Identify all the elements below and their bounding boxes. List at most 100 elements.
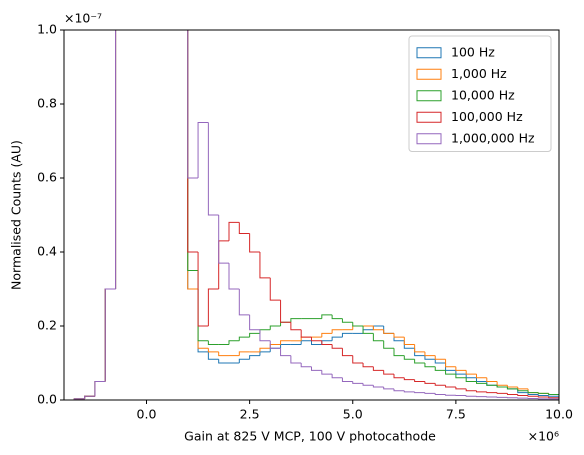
histogram-step xyxy=(321,340,333,345)
histogram-step xyxy=(506,385,518,388)
histogram-step xyxy=(548,393,559,400)
histogram-step xyxy=(218,351,229,357)
histogram-step xyxy=(455,370,467,375)
histogram-step xyxy=(362,329,374,334)
x-tick-label: 10.0 xyxy=(545,407,573,422)
histogram-step xyxy=(115,30,117,289)
histogram-step xyxy=(269,325,281,330)
axes-frame xyxy=(63,29,560,401)
histogram-step xyxy=(238,358,250,363)
legend-swatch xyxy=(416,133,442,145)
histogram-step xyxy=(383,329,394,334)
histogram-step xyxy=(115,30,117,289)
histogram-step xyxy=(424,351,436,357)
histogram-step xyxy=(249,332,260,338)
x-multiplier: ×10⁶ xyxy=(528,429,559,444)
histogram-step xyxy=(238,351,250,356)
histogram-step xyxy=(115,30,117,289)
histogram-step xyxy=(434,359,446,364)
histogram-step xyxy=(393,388,405,392)
histogram-step xyxy=(300,329,312,338)
histogram-step xyxy=(434,355,446,360)
histogram-step xyxy=(465,395,477,397)
legend-label: 10,000 Hz xyxy=(451,87,515,102)
x-tick-label: 2.5 xyxy=(240,407,260,422)
histogram-step xyxy=(517,388,529,392)
histogram-step xyxy=(321,370,333,375)
y-tick-label: 0.6 xyxy=(37,170,57,185)
histogram-step xyxy=(527,388,539,394)
histogram-step xyxy=(218,215,229,264)
histogram-step xyxy=(280,340,291,345)
histogram-step xyxy=(383,370,394,375)
histogram-step xyxy=(383,326,394,334)
histogram-step xyxy=(465,388,477,392)
histogram-step xyxy=(290,355,302,364)
y-tick-label: 0.8 xyxy=(37,96,57,111)
histogram-step xyxy=(537,394,549,397)
legend-swatch xyxy=(416,47,442,59)
histogram-step xyxy=(445,394,456,396)
y-axis-label: Normalised Counts (AU) xyxy=(9,140,24,290)
histogram-step xyxy=(300,363,312,368)
histogram-step xyxy=(269,277,281,301)
histogram-step xyxy=(321,340,333,345)
histogram-step xyxy=(445,385,456,388)
histogram-step xyxy=(393,333,405,338)
histogram-step xyxy=(218,240,229,289)
histogram-step xyxy=(269,347,281,352)
legend-label: 1,000,000 Hz xyxy=(451,130,535,145)
histogram-step xyxy=(476,377,487,382)
histogram-step xyxy=(280,348,291,357)
histogram-step xyxy=(259,351,271,356)
histogram-step xyxy=(527,395,539,397)
histogram-step xyxy=(331,336,343,341)
histogram-step xyxy=(249,355,260,360)
histogram-step xyxy=(393,348,405,357)
histogram-step xyxy=(207,122,219,216)
legend-label: 100,000 Hz xyxy=(451,109,523,124)
y-tick-label: 1.0 xyxy=(37,22,57,37)
histogram-step xyxy=(496,392,508,394)
histogram-step xyxy=(434,383,446,386)
histogram-step xyxy=(517,387,529,390)
y-multiplier: ×10⁻⁷ xyxy=(64,11,102,26)
histogram-step xyxy=(372,366,384,371)
histogram-step xyxy=(548,395,559,400)
histogram-step xyxy=(104,288,116,382)
histogram-step xyxy=(311,366,322,371)
histogram-step xyxy=(321,332,333,338)
histogram-step xyxy=(228,340,240,345)
histogram-step xyxy=(331,314,343,320)
histogram-step xyxy=(249,314,260,331)
legend-swatch xyxy=(416,111,442,123)
histogram-step xyxy=(311,340,322,345)
histogram-step xyxy=(414,379,425,382)
histogram-step xyxy=(486,377,498,382)
y-tick-label: 0.4 xyxy=(37,244,57,259)
histogram-step xyxy=(362,383,374,386)
histogram-step xyxy=(94,381,106,397)
histogram-step xyxy=(238,289,250,316)
histogram-step xyxy=(476,374,487,379)
histogram-step xyxy=(259,329,271,334)
histogram-step xyxy=(486,391,498,394)
histogram-step xyxy=(115,30,117,289)
histogram-step xyxy=(496,385,508,388)
histogram-step xyxy=(506,393,518,395)
histogram-step xyxy=(537,396,549,398)
histogram-step xyxy=(414,344,425,353)
histogram-step xyxy=(341,332,353,338)
histogram-step xyxy=(548,397,559,400)
histogram-step xyxy=(465,374,477,379)
histogram-step xyxy=(104,288,116,382)
histogram-step xyxy=(486,383,498,386)
histogram-step xyxy=(372,326,384,331)
histogram-step xyxy=(445,359,456,368)
histogram-step xyxy=(341,377,353,382)
histogram-step xyxy=(403,390,415,393)
histogram-step xyxy=(218,359,229,364)
histogram-step xyxy=(486,381,498,386)
histogram-step xyxy=(414,359,425,364)
